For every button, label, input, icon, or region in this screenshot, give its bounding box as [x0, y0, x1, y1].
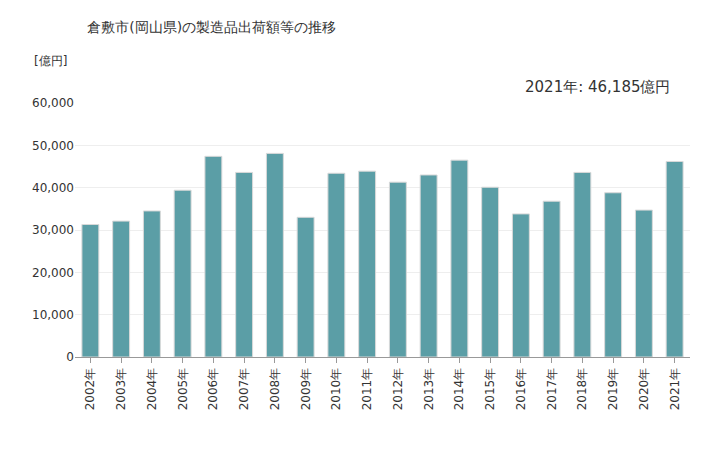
svg-text:2017年: 2017年 — [545, 368, 559, 411]
svg-text:2005年: 2005年 — [176, 368, 190, 411]
svg-text:2019年: 2019年 — [606, 368, 620, 411]
svg-text:2012年: 2012年 — [391, 368, 405, 411]
svg-text:2015年: 2015年 — [483, 368, 497, 411]
svg-text:2020年: 2020年 — [637, 368, 651, 411]
svg-text:2009年: 2009年 — [299, 368, 313, 411]
svg-text:20,000: 20,000 — [32, 266, 74, 280]
svg-text:2021年: 46,185億円: 2021年: 46,185億円 — [525, 78, 670, 96]
svg-text:2014年: 2014年 — [452, 368, 466, 411]
svg-text:2003年: 2003年 — [114, 368, 128, 411]
svg-text:2006年: 2006年 — [206, 368, 220, 411]
svg-text:2002年: 2002年 — [83, 368, 97, 411]
svg-text:2016年: 2016年 — [514, 368, 528, 411]
svg-text:2011年: 2011年 — [360, 368, 374, 411]
svg-text:2007年: 2007年 — [237, 368, 251, 411]
svg-text:2004年: 2004年 — [145, 368, 159, 411]
svg-text:[億円]: [億円] — [34, 54, 67, 68]
svg-text:倉敷市(岡山県)の製造品出荷額等の推移: 倉敷市(岡山県)の製造品出荷額等の推移 — [87, 19, 336, 35]
svg-text:2008年: 2008年 — [268, 368, 282, 411]
svg-text:2013年: 2013年 — [422, 368, 436, 411]
svg-text:10,000: 10,000 — [32, 308, 74, 322]
svg-text:2018年: 2018年 — [575, 368, 589, 411]
svg-text:50,000: 50,000 — [32, 139, 74, 153]
svg-text:60,000: 60,000 — [32, 96, 74, 110]
svg-text:40,000: 40,000 — [32, 181, 74, 195]
svg-text:30,000: 30,000 — [32, 223, 74, 237]
svg-text:2010年: 2010年 — [329, 368, 343, 411]
svg-text:0: 0 — [66, 350, 74, 364]
svg-text:2021年: 2021年 — [668, 368, 682, 411]
